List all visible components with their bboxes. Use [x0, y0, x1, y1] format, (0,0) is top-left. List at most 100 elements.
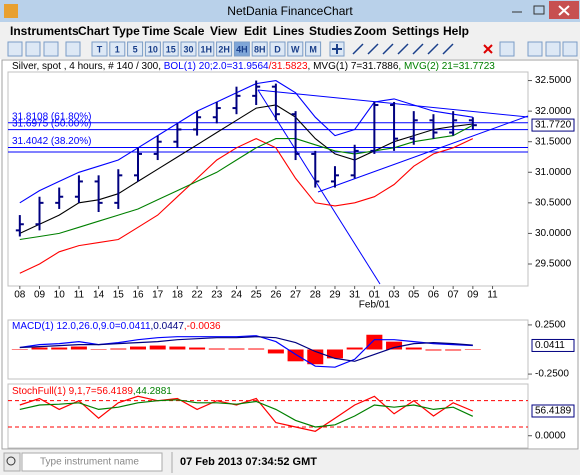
overlay-line	[19, 104, 473, 234]
fib-label: 31.8108 (61.80%)	[12, 111, 92, 122]
timescale-button[interactable]	[91, 41, 108, 57]
menu-item[interactable]: Edit	[244, 24, 267, 38]
histogram-bar	[169, 346, 186, 350]
histogram-bar	[464, 349, 481, 350]
line-chart-button[interactable]	[43, 41, 59, 57]
histogram-bar	[149, 345, 166, 350]
x-tick-label: 03	[388, 290, 400, 301]
menu-item[interactable]: Zoom	[354, 24, 387, 38]
delete-icon[interactable]	[483, 44, 493, 54]
x-tick-label: 14	[93, 290, 105, 301]
toolbar-icons	[7, 41, 578, 57]
histogram-bar	[386, 341, 403, 350]
maximize-button[interactable]	[529, 1, 549, 19]
y-tick-label: 0.2500	[535, 320, 566, 331]
menu-item[interactable]: Help	[443, 24, 469, 38]
menu-item[interactable]: Chart Type	[78, 24, 140, 38]
menu-item[interactable]: Studies	[309, 24, 353, 38]
menu-item[interactable]: View	[210, 24, 238, 38]
timescale-label: 30	[183, 44, 193, 54]
panel-header: Silver, spot , 4 hours, # 140 / 300, BOL…	[12, 61, 495, 72]
timescale-button[interactable]	[127, 41, 144, 57]
timescale-button[interactable]	[305, 41, 322, 57]
crosshair-icon	[332, 44, 342, 54]
panel-header: MACD(1) 12.0,26.0,9.0=0.0411,0.0447,-0.0…	[12, 321, 221, 332]
last-value-label: 56.4189	[535, 406, 572, 417]
y-tick-label: 30.0000	[535, 228, 572, 239]
y-tick-label: 31.5000	[535, 136, 572, 147]
histogram-bar	[11, 349, 28, 350]
instrument-input[interactable]	[21, 452, 163, 472]
export-button[interactable]	[562, 41, 578, 57]
timescale-label: 5	[133, 44, 138, 54]
menu-item[interactable]: Instruments	[10, 24, 79, 38]
x-sublabel: Feb/01	[359, 300, 391, 311]
timescale-button[interactable]	[251, 41, 268, 57]
x-tick-label: 17	[152, 290, 164, 301]
window-title: NetDania FinanceChart	[227, 4, 353, 18]
minimize-button[interactable]	[505, 1, 529, 19]
header-segment: StochFull(1) 9,1,7=56.4189	[12, 386, 133, 397]
timescale-button[interactable]	[180, 41, 197, 57]
x-tick-label: 25	[251, 290, 263, 301]
timescale-button[interactable]	[162, 41, 179, 57]
menu-item[interactable]: Time Scale	[142, 24, 205, 38]
histogram-bar	[90, 349, 107, 350]
timescale-button[interactable]	[287, 41, 304, 57]
x-tick-label: 01	[369, 290, 381, 301]
candle-chart-button[interactable]	[25, 41, 41, 57]
signal-line	[19, 336, 473, 362]
app-icon	[4, 4, 18, 18]
instrument-placeholder: Type instrument name	[40, 457, 139, 468]
timescale-button[interactable]	[109, 41, 126, 57]
timescale-label: W	[291, 44, 300, 54]
histogram-bar	[110, 348, 127, 350]
y-tick-label: 0.0000	[535, 430, 566, 441]
histogram-bar	[51, 347, 68, 350]
search-button[interactable]	[3, 452, 21, 472]
stoch-panel	[7, 383, 529, 449]
x-tick-label: 27	[290, 290, 302, 301]
search-icon	[6, 456, 16, 466]
timescale-label: 1H	[201, 44, 213, 54]
timescale-label: 4H	[236, 44, 248, 54]
title-bar	[0, 0, 580, 22]
stoch-d-line	[19, 399, 474, 428]
price-panel	[7, 71, 529, 287]
menu-bar	[0, 22, 580, 40]
histogram-bar	[267, 349, 284, 354]
x-tick-label: 31	[349, 290, 361, 301]
timescale-label: 1	[115, 44, 120, 54]
x-tick-label: 10	[54, 290, 66, 301]
timescale-button[interactable]	[144, 41, 161, 57]
histogram-bar	[228, 348, 245, 350]
header-segment: , MVG(1) 7=31.7886	[308, 61, 399, 72]
last-value-label: 0.0411	[535, 340, 565, 351]
timescale-button[interactable]	[198, 41, 215, 57]
properties-button[interactable]	[499, 41, 515, 57]
histogram-bar	[31, 347, 48, 350]
x-tick-label: 23	[211, 290, 223, 301]
timescale-button[interactable]	[269, 41, 286, 57]
status-datetime: 07 Feb 2013 07:34:52 GMT	[180, 456, 317, 468]
timescale-button[interactable]	[216, 41, 233, 57]
menu-item[interactable]: Settings	[392, 24, 440, 38]
histogram-bar	[425, 349, 442, 351]
print-button[interactable]	[545, 41, 561, 57]
x-tick-label: 06	[428, 290, 440, 301]
x-tick-label: 26	[270, 290, 282, 301]
last-value-box	[531, 118, 575, 132]
y-tick-label: 29.5000	[535, 259, 572, 270]
settings-button[interactable]	[527, 41, 543, 57]
header-segment: , MVG(2) 21=31.7723	[398, 61, 495, 72]
drawing-tools[interactable]	[350, 42, 490, 56]
stoch-k-line	[19, 395, 474, 432]
timescale-label: 8H	[254, 44, 266, 54]
last-value-box	[531, 338, 575, 352]
bar-chart-button[interactable]	[7, 41, 23, 57]
histogram-bar	[326, 349, 343, 359]
pan-button[interactable]	[65, 41, 81, 57]
menu-item[interactable]: Lines	[273, 24, 305, 38]
y-tick-label: 30.5000	[535, 197, 572, 208]
timescale-button[interactable]	[233, 41, 250, 57]
